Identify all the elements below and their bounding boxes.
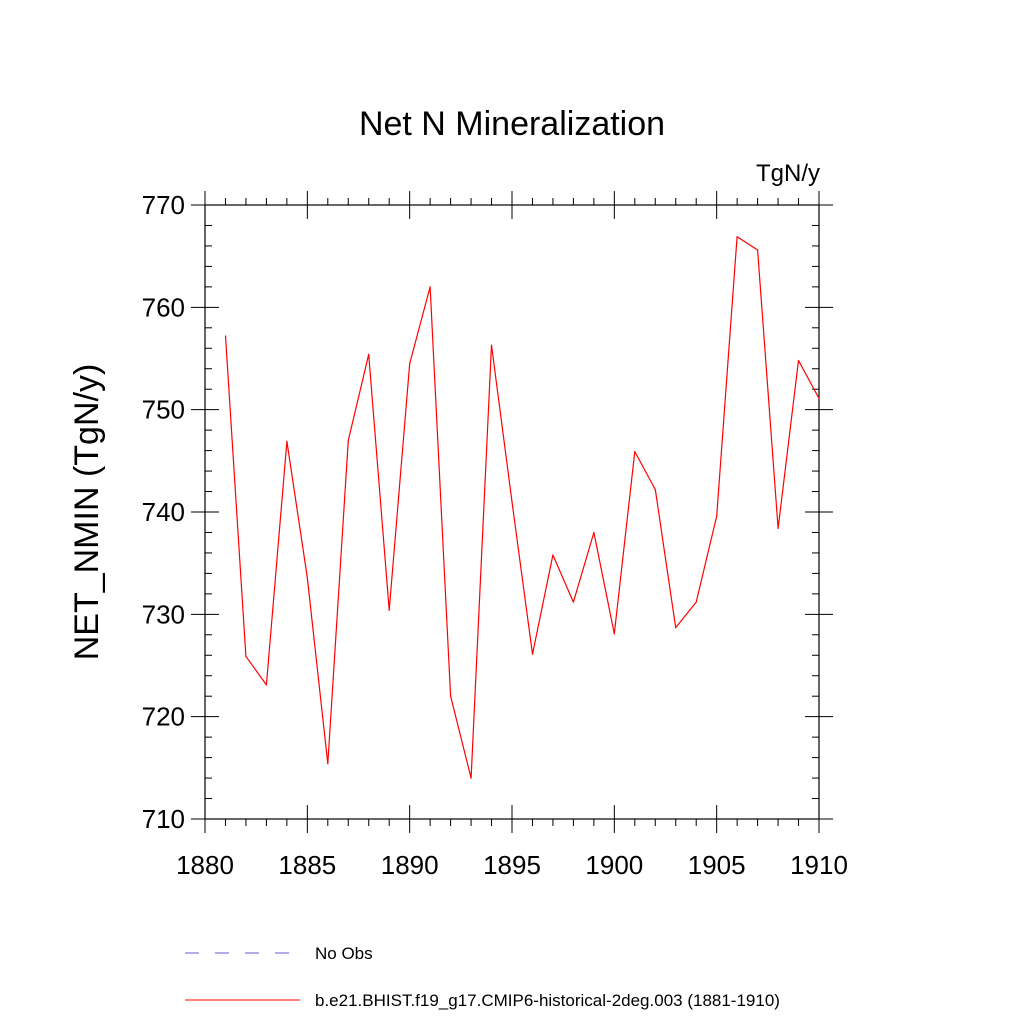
data-point xyxy=(347,439,349,441)
minor-ticks xyxy=(205,198,819,826)
series-line-1 xyxy=(224,236,820,779)
data-point xyxy=(634,451,636,453)
data-point xyxy=(245,655,247,657)
data-point xyxy=(675,627,677,629)
data-point xyxy=(388,609,390,611)
data-point xyxy=(224,335,227,337)
data-point xyxy=(695,601,697,603)
data-point xyxy=(409,363,411,365)
data-point xyxy=(531,653,534,655)
data-point xyxy=(572,601,575,603)
data-point xyxy=(470,777,472,779)
legend-label-model: b.e21.BHIST.f19_g17.CMIP6-historical-2de… xyxy=(315,991,780,1010)
x-tick-labels: 1880 1885 1890 1895 1900 1905 1910 xyxy=(176,850,848,880)
y-tick-label: 750 xyxy=(142,395,185,425)
data-point xyxy=(797,359,800,362)
data-point xyxy=(327,763,329,765)
series-layer xyxy=(224,236,820,779)
data-point xyxy=(654,488,656,491)
x-tick-label: 1890 xyxy=(381,850,439,880)
data-point xyxy=(757,249,759,251)
data-point xyxy=(716,515,718,517)
plot-frame xyxy=(204,204,820,820)
data-point xyxy=(818,397,820,399)
x-tick-label: 1910 xyxy=(790,850,848,880)
data-point xyxy=(777,527,779,530)
data-point xyxy=(306,576,308,579)
x-tick-label: 1880 xyxy=(176,850,234,880)
y-axis-label: NET_NMIN (TgN/y) xyxy=(68,364,106,661)
x-tick-label: 1895 xyxy=(483,850,541,880)
y-tick-label: 720 xyxy=(142,702,185,732)
legend: No Obs b.e21.BHIST.f19_g17.CMIP6-histori… xyxy=(185,944,780,1010)
data-point xyxy=(429,286,431,288)
y-tick-label: 730 xyxy=(142,599,185,629)
y-tick-label: 740 xyxy=(142,497,185,527)
y-tick-label: 770 xyxy=(142,190,185,220)
data-point xyxy=(552,554,554,556)
major-ticks xyxy=(191,191,833,833)
y-tick-label: 710 xyxy=(142,804,185,834)
units-label: TgN/y xyxy=(756,160,820,187)
data-point xyxy=(511,501,513,503)
chart-title: Net N Mineralization xyxy=(359,105,665,143)
data-point xyxy=(265,684,267,686)
data-point xyxy=(490,344,493,346)
data-point xyxy=(613,633,615,635)
x-tick-label: 1885 xyxy=(278,850,336,880)
data-point xyxy=(286,440,288,442)
x-tick-label: 1900 xyxy=(585,850,643,880)
y-tick-labels: 710 720 730 740 750 760 770 xyxy=(142,190,185,834)
data-point xyxy=(450,695,452,697)
data-point xyxy=(368,353,370,355)
data-point xyxy=(593,531,595,534)
x-tick-label: 1905 xyxy=(688,850,746,880)
y-tick-label: 760 xyxy=(142,292,185,322)
legend-label-no-obs: No Obs xyxy=(315,944,373,963)
data-point xyxy=(736,236,738,238)
